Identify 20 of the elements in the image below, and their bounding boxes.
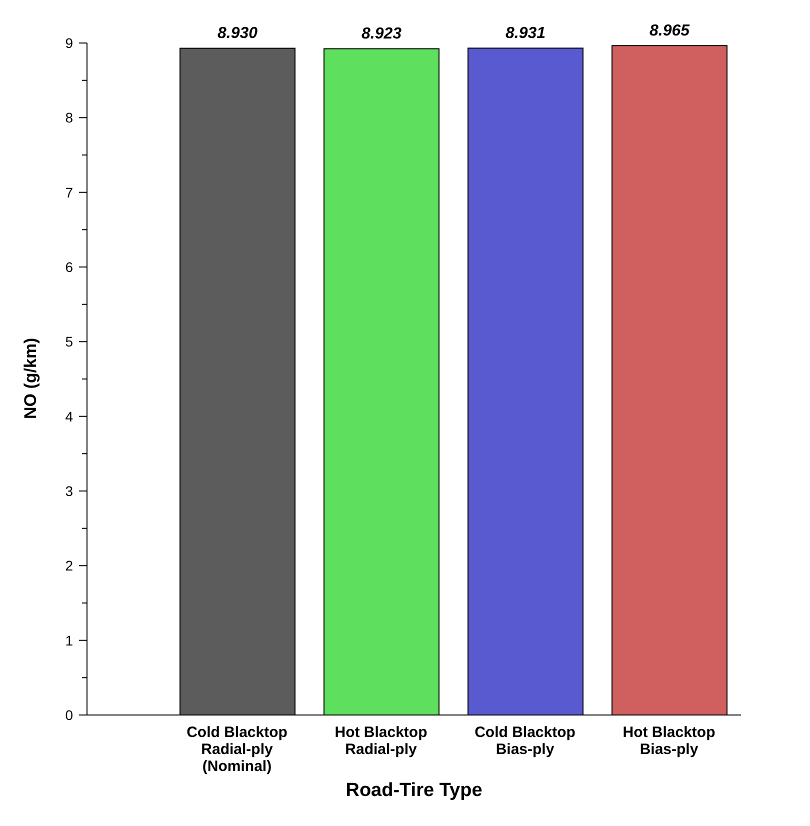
y-tick-label: 4 [65, 408, 74, 424]
y-tick-label: 1 [65, 632, 74, 648]
data-label: 8.931 [505, 25, 546, 42]
data-label: 8.965 [649, 22, 691, 40]
x-tick-label: Cold Blacktop Radial-ply (Nominal) [186, 724, 288, 775]
data-label: 8.930 [217, 25, 258, 42]
y-tick-label: 2 [65, 558, 74, 574]
y-tick-label: 8 [65, 110, 74, 126]
y-tick-label: 6 [65, 259, 74, 275]
y-tick-label: 5 [65, 334, 74, 350]
y-axis-title: NO (g/km) [21, 338, 40, 419]
y-tick-label: 3 [65, 483, 74, 499]
x-axis-title: Road-Tire Type [346, 780, 482, 801]
data-label: 8.923 [361, 26, 402, 43]
x-tick-label: Hot Blacktop Bias-ply [622, 724, 716, 758]
y-tick-label: 0 [65, 707, 74, 723]
x-tick-label: Cold Blacktop Bias-ply [474, 724, 576, 758]
y-tick-label: 9 [65, 35, 74, 51]
x-tick-label: Hot Blacktop Radial-ply [334, 724, 428, 758]
y-tick-label: 7 [65, 184, 74, 200]
